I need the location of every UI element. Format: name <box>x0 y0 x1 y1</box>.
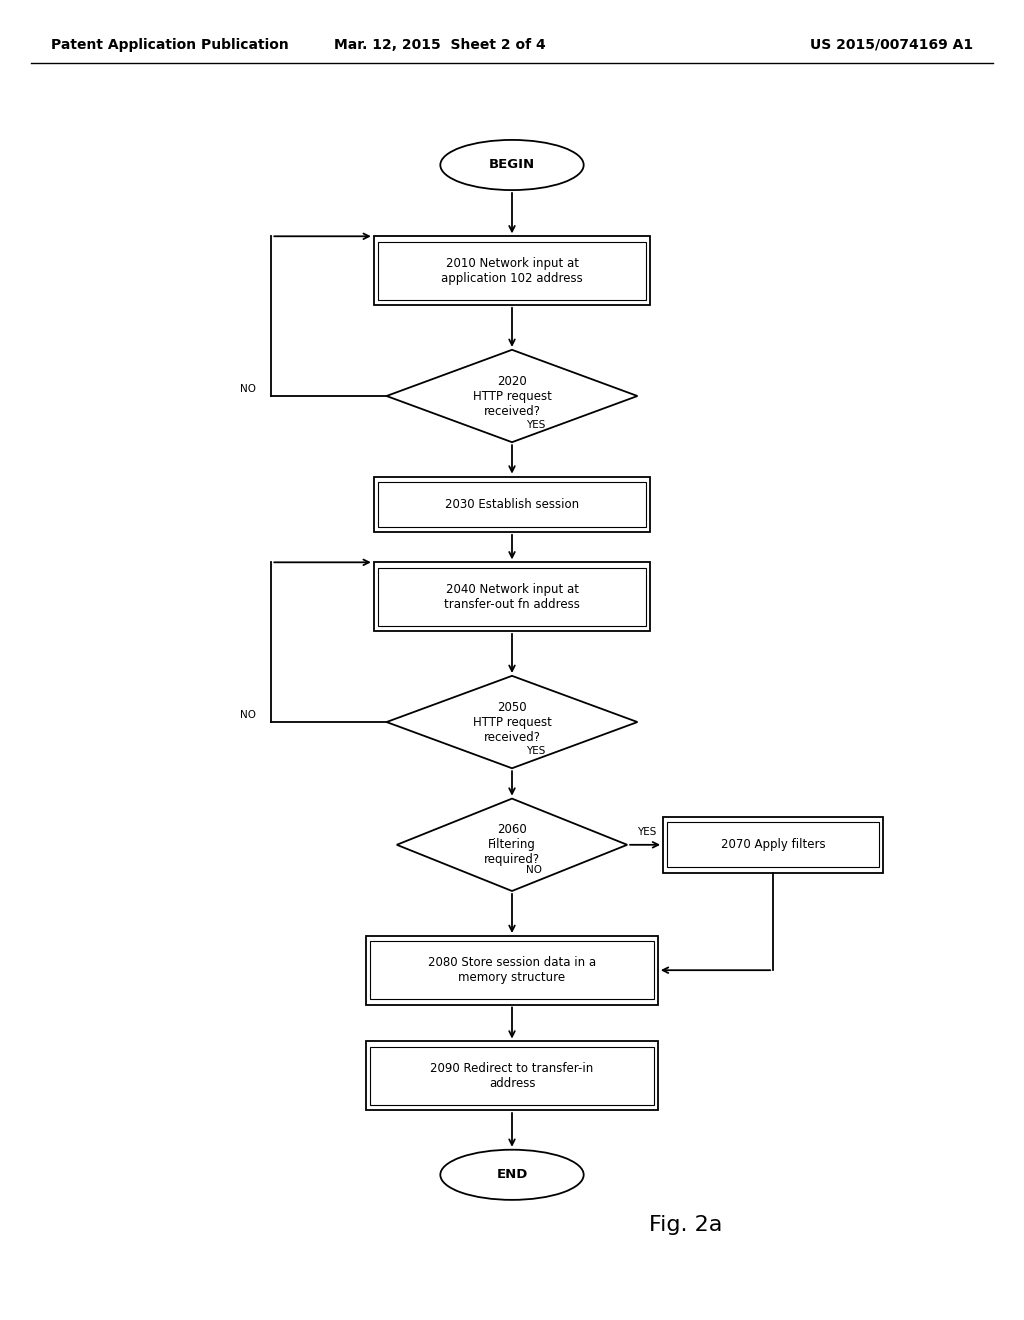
Text: 2010 Network input at
application 102 address: 2010 Network input at application 102 ad… <box>441 256 583 285</box>
Text: YES: YES <box>526 746 546 756</box>
Text: BEGIN: BEGIN <box>488 158 536 172</box>
Text: NO: NO <box>240 710 256 721</box>
Text: 2090 Redirect to transfer-in
address: 2090 Redirect to transfer-in address <box>430 1061 594 1090</box>
Text: NO: NO <box>526 865 543 875</box>
Text: END: END <box>497 1168 527 1181</box>
Text: Mar. 12, 2015  Sheet 2 of 4: Mar. 12, 2015 Sheet 2 of 4 <box>335 38 546 51</box>
Text: US 2015/0074169 A1: US 2015/0074169 A1 <box>810 38 973 51</box>
Text: 2060
Filtering
required?: 2060 Filtering required? <box>484 824 540 866</box>
Text: 2050
HTTP request
received?: 2050 HTTP request received? <box>472 701 552 743</box>
Text: 2030 Establish session: 2030 Establish session <box>445 498 579 511</box>
Text: YES: YES <box>526 420 546 430</box>
Text: 2020
HTTP request
received?: 2020 HTTP request received? <box>472 375 552 417</box>
Text: 2040 Network input at
transfer-out fn address: 2040 Network input at transfer-out fn ad… <box>444 582 580 611</box>
Text: Fig. 2a: Fig. 2a <box>649 1214 723 1236</box>
Text: NO: NO <box>240 384 256 395</box>
Text: Patent Application Publication: Patent Application Publication <box>51 38 289 51</box>
Text: YES: YES <box>637 826 656 837</box>
Text: 2080 Store session data in a
memory structure: 2080 Store session data in a memory stru… <box>428 956 596 985</box>
Text: 2070 Apply filters: 2070 Apply filters <box>721 838 825 851</box>
